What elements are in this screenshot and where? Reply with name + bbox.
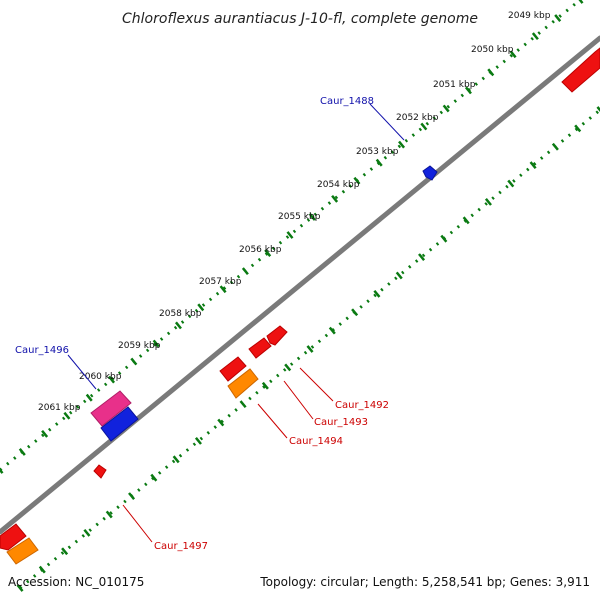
- gene-label-caur-1496[interactable]: Caur_1496: [15, 345, 69, 356]
- ruler-tick: [108, 375, 116, 384]
- callout-caur-1493: [283, 380, 314, 420]
- gene-feature-caur-1497[interactable]: [93, 464, 107, 479]
- ruler-tick: [375, 158, 383, 167]
- ruler-tick: [152, 339, 160, 348]
- ruler-tick: [328, 326, 336, 335]
- ruler-tick: [284, 363, 292, 372]
- gene-feature-caur-1494[interactable]: [227, 368, 259, 399]
- kbp-label: 2057 kbp: [199, 277, 242, 287]
- ruler-tick: [38, 565, 46, 574]
- gene-feature-red-c[interactable]: [0, 523, 27, 551]
- ruler-tick: [531, 32, 539, 41]
- ruler-tick: [264, 249, 272, 257]
- kbp-label: 2056 kbp: [239, 245, 282, 255]
- ruler-tick: [351, 308, 359, 317]
- ruler-tick: [574, 124, 582, 133]
- gene-feature-red[interactable]: [561, 47, 600, 93]
- ruler-tick: [0, 468, 4, 474]
- callout-caur-1496: [67, 354, 97, 390]
- outer-ruler-ticks: [0, 0, 584, 474]
- kbp-label: 2053 kbp: [356, 147, 399, 157]
- ruler-tick: [85, 393, 93, 402]
- accession-text: Accession: NC_010175: [8, 575, 144, 589]
- ruler-tick: [105, 510, 113, 519]
- genome-summary-text: Topology: circular; Length: 5,258,541 bp…: [259, 575, 590, 589]
- kbp-label: 2058 kbp: [159, 309, 202, 319]
- gene-label-caur-1494[interactable]: Caur_1494: [289, 436, 343, 447]
- ruler-tick: [217, 418, 225, 427]
- gene-feature-caur-1488[interactable]: [422, 165, 438, 181]
- ruler-tick: [41, 429, 49, 438]
- ruler-tick: [487, 68, 495, 77]
- ruler-tick: [61, 547, 69, 556]
- ruler-tick: [128, 492, 136, 500]
- kbp-label: 2059 kbp: [118, 341, 161, 351]
- outer-ruler-dots: [0, 0, 581, 472]
- ruler-tick: [395, 271, 403, 280]
- ruler-tick: [172, 455, 180, 464]
- gene-feature-red-b[interactable]: [219, 356, 247, 382]
- ruler-tick: [197, 303, 205, 312]
- gene-feature-caur-1493[interactable]: [248, 337, 272, 359]
- kbp-label: 2052 kbp: [396, 113, 439, 123]
- ruler-tick: [420, 122, 428, 131]
- gene-label-caur-1492[interactable]: Caur_1492: [335, 400, 389, 411]
- ruler-tick: [194, 437, 202, 445]
- callout-caur-1497: [122, 504, 153, 543]
- ruler-tick: [16, 584, 24, 592]
- ruler-tick: [529, 161, 537, 170]
- gene-feature-caur-1492[interactable]: [266, 325, 288, 346]
- ruler-tick: [18, 448, 26, 456]
- gene-label-caur-1488[interactable]: Caur_1488: [320, 96, 374, 107]
- kbp-label: 2050 kbp: [471, 45, 514, 55]
- ruler-tick: [462, 216, 470, 225]
- genome-backbone: [0, 35, 600, 535]
- ruler-tick: [308, 213, 316, 221]
- ruler-tick: [306, 345, 314, 353]
- ruler-tick: [150, 473, 158, 482]
- kbp-label: 2060 kbp: [79, 372, 122, 382]
- ruler-tick: [509, 50, 517, 59]
- ruler-tick: [239, 400, 247, 409]
- kbp-label: 2054 kbp: [317, 180, 360, 190]
- ruler-tick: [241, 267, 249, 276]
- kbp-label: 2055 kbp: [278, 212, 321, 222]
- ruler-tick: [596, 106, 600, 112]
- ruler-tick: [373, 289, 381, 298]
- kbp-label: 2049 kbp: [508, 11, 551, 21]
- gene-label-caur-1497[interactable]: Caur_1497: [154, 541, 208, 552]
- ruler-tick: [554, 14, 562, 22]
- kbp-label: 2051 kbp: [433, 80, 476, 90]
- gene-feature-caur-1496[interactable]: [90, 390, 132, 427]
- ruler-tick: [286, 231, 294, 239]
- ruler-tick: [63, 411, 71, 420]
- ruler-tick: [219, 285, 227, 294]
- ruler-tick: [464, 86, 472, 95]
- callout-caur-1494: [257, 403, 288, 439]
- ruler-tick: [83, 528, 91, 537]
- ruler-tick: [507, 179, 515, 188]
- map-title: Chloroflexus aurantiacus J-10-fl, comple…: [122, 11, 478, 27]
- ruler-tick: [331, 194, 339, 203]
- ruler-tick: [551, 142, 559, 151]
- gene-label-caur-1493[interactable]: Caur_1493: [314, 417, 368, 428]
- ruler-tick: [440, 234, 448, 243]
- ruler-tick: [442, 104, 450, 113]
- gene-feature-blue[interactable]: [100, 406, 139, 442]
- callout-caur-1492: [299, 367, 334, 402]
- kbp-label: 2061 kbp: [38, 403, 81, 413]
- inner-ruler-ticks: [16, 106, 600, 592]
- ruler-tick: [418, 253, 426, 261]
- ruler-tick: [484, 198, 492, 206]
- ruler-tick: [174, 321, 182, 330]
- ruler-tick: [398, 140, 406, 149]
- gene-feature-orange-b[interactable]: [6, 537, 39, 565]
- ruler-tick: [130, 357, 138, 366]
- ruler-tick: [353, 176, 361, 185]
- ruler-tick: [578, 0, 584, 4]
- ruler-tick: [261, 381, 269, 390]
- callout-caur-1488: [369, 103, 405, 141]
